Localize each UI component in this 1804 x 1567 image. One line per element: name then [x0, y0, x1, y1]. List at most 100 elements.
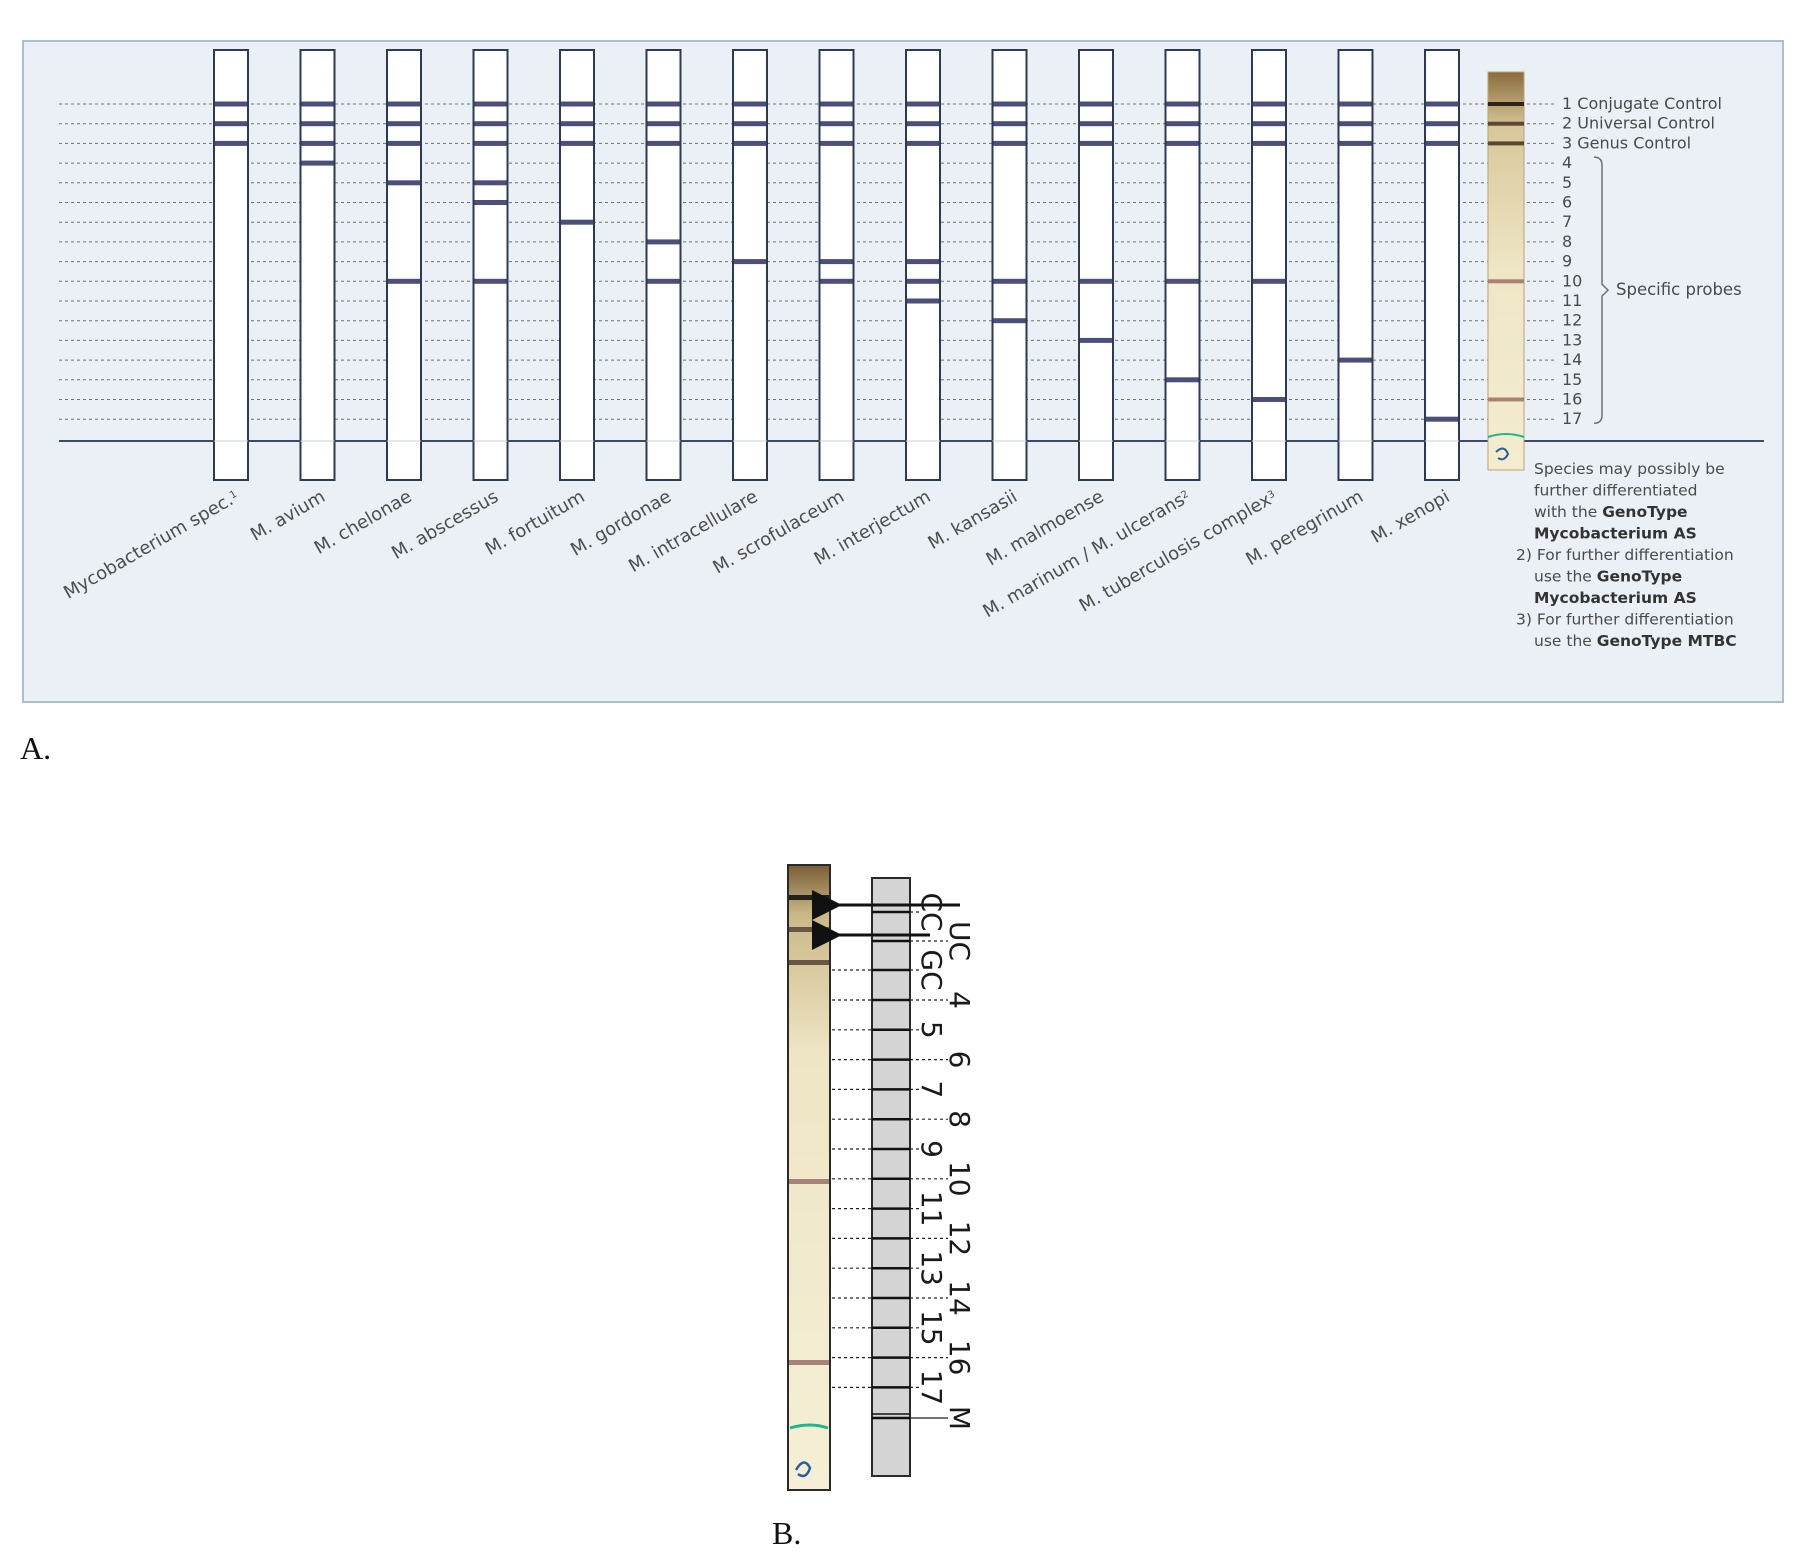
- position-label-5: 5: [1562, 173, 1572, 192]
- position-label-11: 11: [1562, 291, 1582, 310]
- caption-a: A.: [20, 730, 52, 766]
- probe-label-6: 6: [943, 1051, 976, 1069]
- probe-label-9: 9: [915, 1140, 948, 1158]
- marker-line: [1487, 433, 1525, 438]
- probe-band-14: [1339, 357, 1372, 363]
- probe-band-10: [474, 278, 507, 284]
- strip-body: [818, 49, 855, 481]
- probe-band-13: [1080, 337, 1112, 343]
- specific-probes-bracket: [1593, 156, 1610, 424]
- probe-band-3: [1339, 140, 1372, 146]
- probe-label-13: 13: [915, 1250, 948, 1286]
- strip-body: [905, 49, 941, 481]
- strip-body: [1164, 49, 1201, 481]
- probe-band-3: [474, 140, 507, 146]
- footnote-seg: Mycobacterium AS: [1534, 589, 1697, 607]
- strip-body: [645, 49, 682, 481]
- real-band-GC: [789, 960, 829, 965]
- probe-label-10: 10: [943, 1161, 976, 1197]
- strip-15: [1424, 49, 1460, 481]
- probe-band-2: [993, 121, 1026, 127]
- footnote-line: Mycobacterium AS: [1534, 525, 1697, 543]
- probe-label-8: 8: [943, 1110, 976, 1128]
- footnote-seg: use the: [1534, 632, 1597, 650]
- real-strip-body: [1487, 71, 1525, 471]
- position-label-15: 15: [1562, 370, 1582, 389]
- probe-band-2: [907, 121, 939, 127]
- probe-label-11: 11: [915, 1191, 948, 1227]
- footnote-seg: GenoType: [1597, 568, 1682, 586]
- footnote-seg: For further differentiation: [1537, 611, 1734, 629]
- probe-band-3: [1080, 140, 1112, 146]
- real-band-16: [1488, 397, 1524, 402]
- strip-1: [213, 49, 249, 481]
- position-label-17: 17: [1562, 409, 1582, 428]
- probe-band-3: [820, 140, 853, 146]
- position-label-6: 6: [1562, 193, 1572, 212]
- strip-11: [1078, 49, 1114, 481]
- probe-band-1: [561, 101, 593, 107]
- probe-band-9: [907, 259, 939, 265]
- strip-body: [1337, 49, 1374, 481]
- strip-name: M. xenopi: [1368, 486, 1454, 548]
- probe-band-1: [993, 101, 1026, 107]
- probe-band-10: [1253, 278, 1285, 284]
- strip-name: Mycobacterium spec.: [60, 489, 237, 603]
- probe-band-3: [215, 140, 247, 146]
- probe-band-1: [647, 101, 680, 107]
- strip-label: Mycobacterium spec.1: [60, 486, 242, 603]
- strip-7: [732, 49, 768, 481]
- position-label-7: 7: [1562, 212, 1572, 231]
- footnote-seg: Species may possibly be: [1534, 460, 1725, 478]
- handwritten-mark: [1495, 447, 1510, 461]
- probe-band-5: [474, 180, 507, 186]
- footnote-line: further differentiated: [1534, 482, 1697, 500]
- real-band-16: [789, 1360, 829, 1365]
- probe-band-1: [734, 101, 766, 107]
- strip-body: [299, 49, 336, 481]
- position-label-9: 9: [1562, 252, 1572, 271]
- footnote-line: 2) For further differentiation: [1516, 546, 1734, 564]
- position-label-8: 8: [1562, 232, 1572, 251]
- footnote-seg: Mycobacterium AS: [1534, 525, 1697, 543]
- probe-label-16: 16: [943, 1340, 976, 1376]
- probe-band-11: [907, 298, 939, 304]
- strip-9: [905, 49, 941, 481]
- strip-12: [1164, 49, 1201, 481]
- probe-band-1: [1339, 101, 1372, 107]
- real-band-3: [1488, 141, 1524, 146]
- strip-8: [818, 49, 855, 481]
- probe-band-7: [561, 219, 593, 225]
- strip-10: [991, 49, 1028, 481]
- probe-band-1: [474, 101, 507, 107]
- probe-band-10: [993, 278, 1026, 284]
- probe-band-2: [388, 121, 420, 127]
- probe-label-5: 5: [915, 1021, 948, 1039]
- real-band-UC: [789, 927, 829, 932]
- footnote-seg: GenoType: [1602, 503, 1687, 521]
- strip-body: [732, 49, 768, 481]
- probe-band-2: [734, 121, 766, 127]
- footnote-seg: 2): [1516, 546, 1537, 564]
- strip-body: [991, 49, 1028, 481]
- probe-band-9: [820, 259, 853, 265]
- footnote-line: Species may possibly be: [1534, 460, 1725, 478]
- probe-band-10: [1080, 278, 1112, 284]
- probe-band-1: [1166, 101, 1199, 107]
- probe-band-1: [388, 101, 420, 107]
- position-label-14: 14: [1562, 350, 1582, 369]
- template-strip-b: [871, 877, 911, 1477]
- probe-band-1: [215, 101, 247, 107]
- probe-band-2: [1253, 121, 1285, 127]
- position-label-12: 12: [1562, 311, 1582, 330]
- strip-5: [559, 49, 595, 481]
- probe-band-3: [301, 140, 334, 146]
- probe-band-2: [1080, 121, 1112, 127]
- probe-band-10: [647, 278, 680, 284]
- real-band-10: [1488, 279, 1524, 284]
- probe-band-5: [388, 180, 420, 186]
- probe-band-2: [1339, 121, 1372, 127]
- panel-a: Mycobacterium spec.1 M. avium M. chelonae M…: [22, 40, 1784, 703]
- probe-label-4: 4: [943, 991, 976, 1009]
- probe-band-16: [1253, 397, 1285, 402]
